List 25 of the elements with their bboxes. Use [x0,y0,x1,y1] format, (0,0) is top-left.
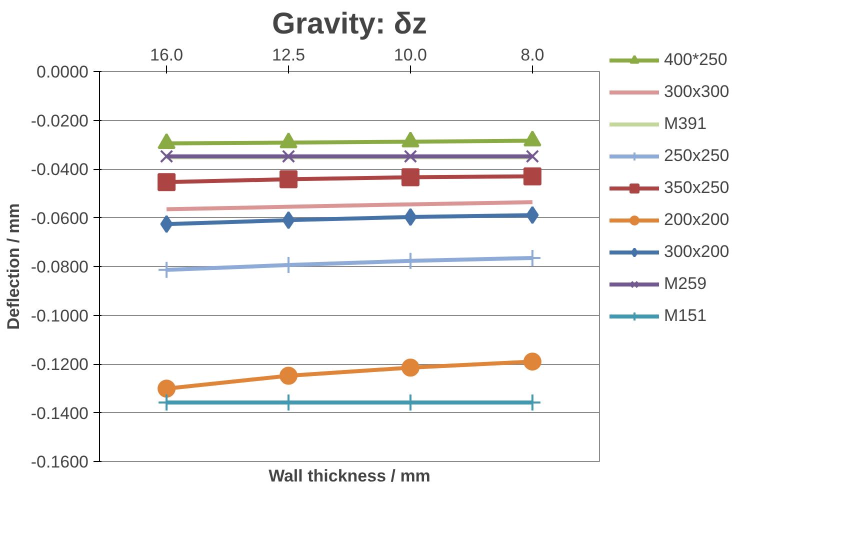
x-tick-label: 16.0 [150,46,184,64]
y-tick-label: -0.1600 [30,452,89,472]
legend-label: 300x200 [664,242,730,262]
x-axis-title: Wall thickness / mm [268,466,430,486]
legend-label: 250x250 [664,146,730,166]
y-tick-label: -0.0800 [30,258,89,276]
y-tick-label: 0.0000 [36,62,89,82]
y-tick-label: -0.0600 [30,208,89,228]
x-tick-label: 10.0 [394,46,428,64]
x-tick-label: 12.5 [272,46,306,64]
y-axis-title: Deflection / mm [4,203,23,330]
legend-label: 300x300 [664,82,730,102]
x-tick-label: 8.0 [520,46,544,64]
legend-label: M151 [664,306,707,326]
legend-label: M391 [664,114,707,134]
y-tick-label: -0.1000 [30,306,89,326]
y-tick-label: -0.0200 [30,111,89,130]
legend-label: 400*250 [664,50,728,70]
legend-label: 200x200 [664,210,730,230]
chart-title: Gravity: δz [272,8,427,40]
legend-label: 350x250 [664,178,730,198]
y-tick-label: -0.1200 [30,355,89,374]
legend-label: M259 [664,274,707,294]
y-tick-label: -0.1400 [30,404,89,423]
y-tick-label: -0.0400 [30,160,89,179]
